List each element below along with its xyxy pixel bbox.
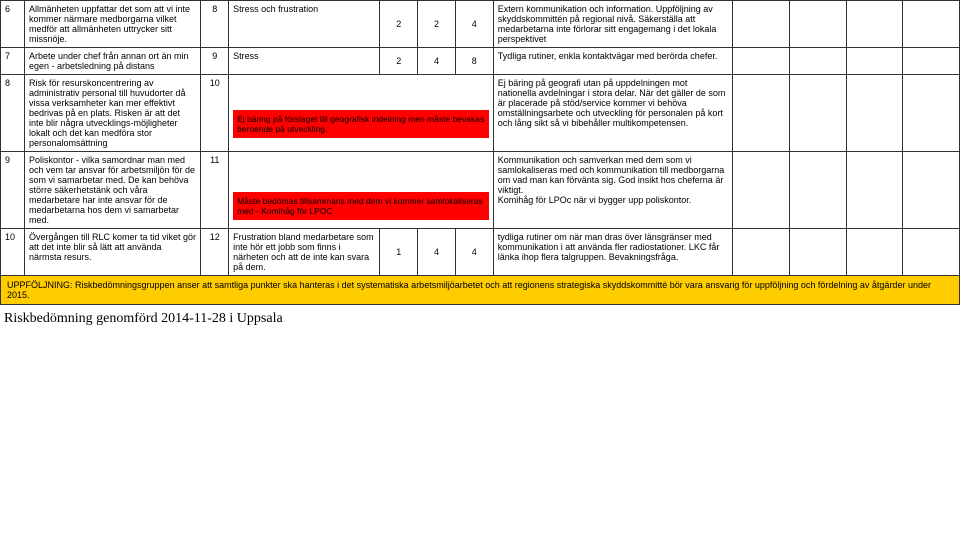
row-highlight-cell: Måste bedömas tillsammans med dem vi kom… [229,152,494,229]
row-comment: Stress [229,48,380,75]
row-v1: 1 [380,229,418,276]
row-v3: 4 [455,1,493,48]
footer-title: Riskbedömning genomförd 2014-11-28 i Upp… [0,305,960,333]
row-score: 11 [201,152,229,229]
table-row: 7 Arbete under chef från annan ort än mi… [1,48,960,75]
row-desc: Arbete under chef från annan ort än min … [24,48,200,75]
row-v1: 2 [380,48,418,75]
row-score: 8 [201,1,229,48]
row-action: Extern kommunikation och information. Up… [493,1,732,48]
row-extra3 [846,75,903,152]
row-v1: 2 [380,1,418,48]
highlight-box: Ej bäring på förslaget till geografisk i… [233,110,489,138]
row-extra4 [903,75,960,152]
row-v2: 2 [418,1,456,48]
row-num: 9 [1,152,25,229]
row-extra1 [733,152,790,229]
row-extra2 [789,75,846,152]
highlight-box: Måste bedömas tillsammans med dem vi kom… [233,192,489,220]
row-extra3 [846,48,903,75]
row-v3: 8 [455,48,493,75]
row-action: Ej bäring på geografi utan på uppdelning… [493,75,732,152]
table-row: 6 Allmänheten uppfattar det som att vi i… [1,1,960,48]
row-extra1 [733,48,790,75]
row-num: 6 [1,1,25,48]
row-desc: Allmänheten uppfattar det som att vi int… [24,1,200,48]
row-v2: 4 [418,229,456,276]
risk-table: 6 Allmänheten uppfattar det som att vi i… [0,0,960,305]
row-score: 10 [201,75,229,152]
row-num: 8 [1,75,25,152]
row-extra3 [846,152,903,229]
row-score: 12 [201,229,229,276]
row-extra3 [846,1,903,48]
table-row: 9 Poliskontor - vilka samordnar man med … [1,152,960,229]
row-comment: Frustration bland medarbetare som inte h… [229,229,380,276]
row-v2: 4 [418,48,456,75]
row-extra4 [903,48,960,75]
row-extra1 [733,229,790,276]
row-comment: Stress och frustration [229,1,380,48]
row-desc: Risk för resurskoncentrering av administ… [24,75,200,152]
row-extra1 [733,1,790,48]
followup-text: UPPFÖLJNING: Riskbedömningsgruppen anser… [1,276,960,305]
row-num: 7 [1,48,25,75]
table-row: 10 Övergången till RLC komer ta tid vike… [1,229,960,276]
row-extra2 [789,48,846,75]
row-extra3 [846,229,903,276]
row-action: Tydliga rutiner, enkla kontaktvägar med … [493,48,732,75]
row-score: 9 [201,48,229,75]
row-extra4 [903,1,960,48]
row-highlight-cell: Ej bäring på förslaget till geografisk i… [229,75,494,152]
row-extra2 [789,152,846,229]
row-action: Kommunikation och samverkan med dem som … [493,152,732,229]
row-extra2 [789,229,846,276]
row-desc: Poliskontor - vilka samordnar man med oc… [24,152,200,229]
row-v3: 4 [455,229,493,276]
table-row: 8 Risk för resurskoncentrering av admini… [1,75,960,152]
row-extra4 [903,152,960,229]
followup-row: UPPFÖLJNING: Riskbedömningsgruppen anser… [1,276,960,305]
row-desc: Övergången till RLC komer ta tid viket g… [24,229,200,276]
row-extra1 [733,75,790,152]
row-action: tydliga rutiner om när man dras över län… [493,229,732,276]
row-num: 10 [1,229,25,276]
row-extra2 [789,1,846,48]
row-extra4 [903,229,960,276]
